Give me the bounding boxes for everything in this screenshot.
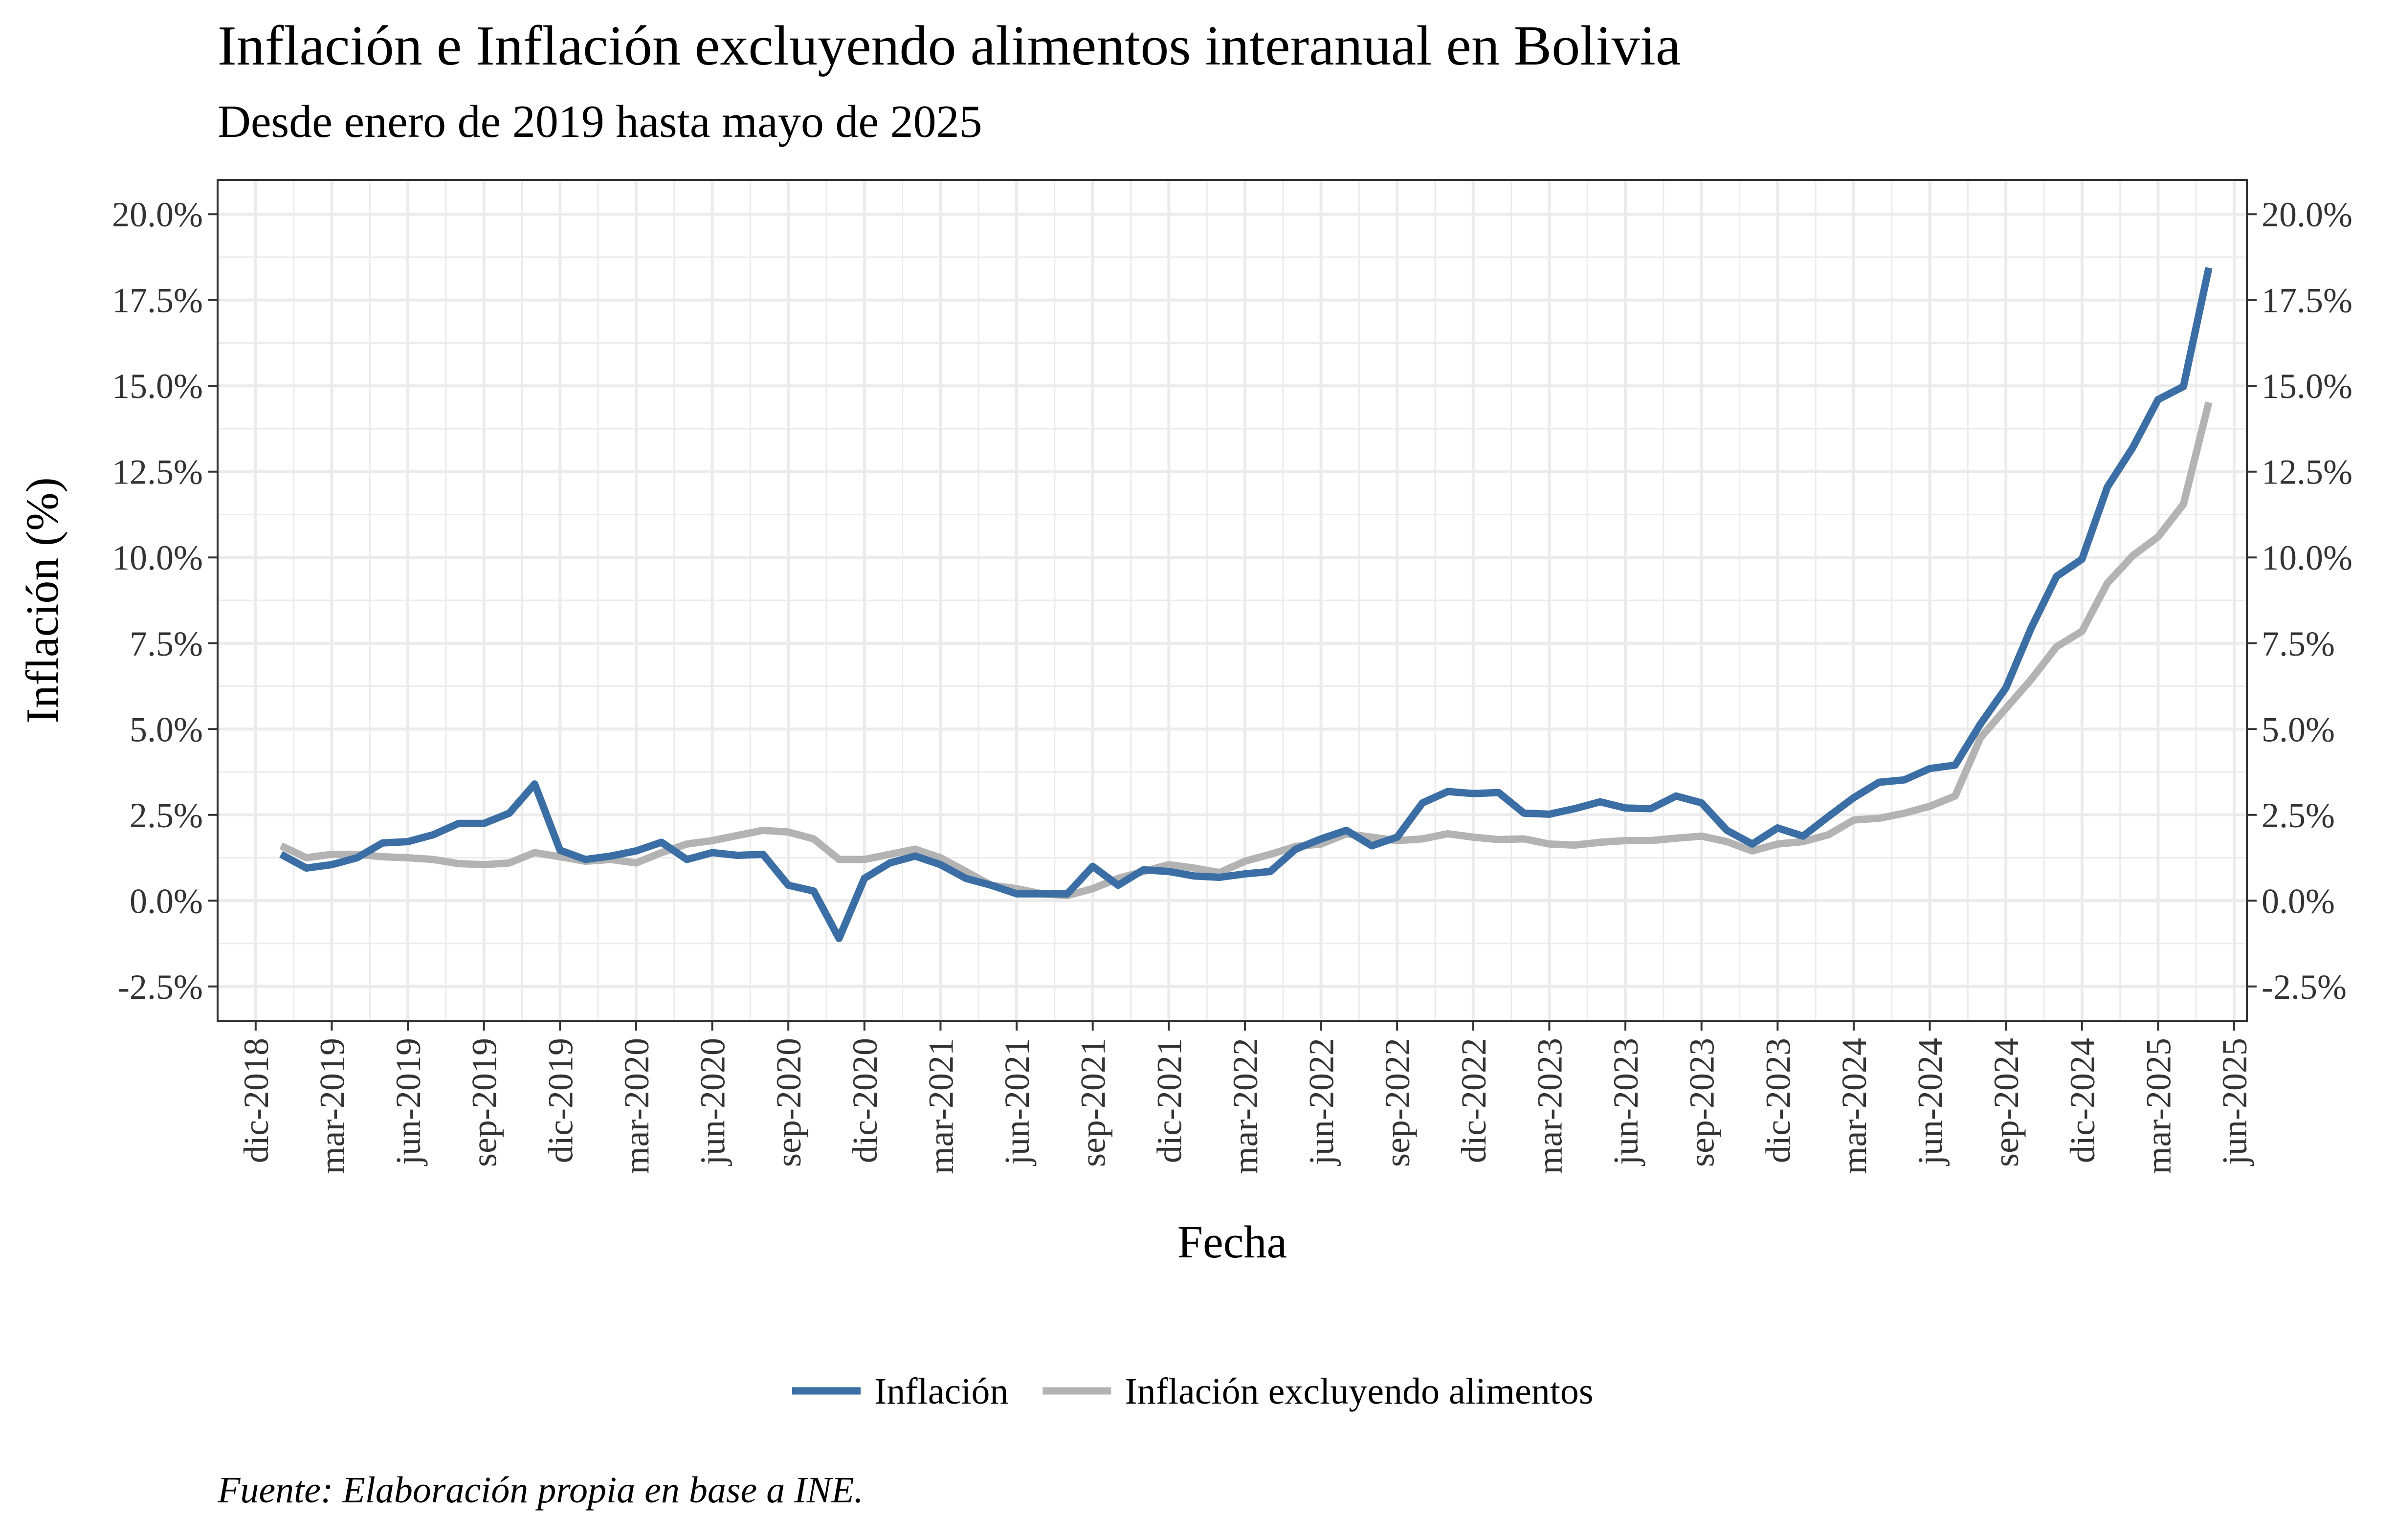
x-axis-title: Fecha xyxy=(1177,1217,1287,1268)
chart-title: Inflación e Inflación excluyendo aliment… xyxy=(218,15,1681,77)
y-tick-label-right: 10.0% xyxy=(2262,538,2352,577)
y-axis-title: Inflación (%) xyxy=(17,477,68,724)
x-tick-label: dic-2023 xyxy=(1758,1038,1797,1163)
x-tick-label: dic-2019 xyxy=(541,1038,580,1163)
y-tick-label: 5.0% xyxy=(130,710,203,749)
x-tick-label: mar-2024 xyxy=(1835,1038,1874,1174)
y-tick-label: -2.5% xyxy=(118,968,203,1007)
x-tick-label: dic-2022 xyxy=(1454,1038,1493,1163)
y-tick-label-right: 12.5% xyxy=(2262,453,2352,492)
x-tick-label: mar-2021 xyxy=(921,1038,960,1174)
x-tick-label: dic-2018 xyxy=(237,1038,276,1163)
y-tick-label-right: 15.0% xyxy=(2262,367,2352,406)
x-tick-label: sep-2021 xyxy=(1074,1038,1113,1167)
y-tick-label-right: 5.0% xyxy=(2262,710,2335,749)
y-tick-label-right: 7.5% xyxy=(2262,624,2335,663)
x-axis: dic-2018 mar-2019 jun-2019 sep-2019 dic-2019… xyxy=(237,1021,2254,1174)
legend-label-inflacion-excluyendo-alimentos: Inflación excluyendo alimentos xyxy=(1125,1371,1593,1412)
y-tick-label-right: 2.5% xyxy=(2262,796,2335,835)
y-tick-label-right: 20.0% xyxy=(2262,195,2352,234)
x-tick-label: sep-2024 xyxy=(1987,1038,2026,1167)
y-tick-label: 2.5% xyxy=(130,796,203,835)
x-tick-label: mar-2023 xyxy=(1530,1038,1569,1174)
chart-caption: Fuente: Elaboración propia en base a INE… xyxy=(218,1470,864,1511)
x-tick-label: jun-2022 xyxy=(1302,1038,1341,1166)
x-tick-label: sep-2019 xyxy=(465,1038,504,1167)
x-tick-label: mar-2019 xyxy=(312,1038,352,1174)
series-line-inflacion xyxy=(279,267,2213,942)
x-tick-label: mar-2025 xyxy=(2139,1038,2178,1174)
y-axis-right: -2.5% 0.0% 2.5% 5.0% 7.5% 10.0% 12.5% 15.0% 17.5… xyxy=(2247,195,2352,1007)
x-tick-label: jun-2023 xyxy=(1606,1038,1645,1166)
y-tick-label: 17.5% xyxy=(112,281,203,320)
x-tick-label: jun-2025 xyxy=(2215,1038,2254,1166)
y-tick-label: 12.5% xyxy=(112,453,203,492)
x-tick-label: sep-2022 xyxy=(1378,1038,1417,1167)
x-tick-label: jun-2024 xyxy=(1911,1038,1950,1166)
y-tick-label: 20.0% xyxy=(112,195,203,234)
x-tick-label: dic-2024 xyxy=(2063,1038,2102,1163)
x-tick-label: dic-2020 xyxy=(845,1038,885,1163)
y-tick-label: 15.0% xyxy=(112,367,203,406)
legend-label-inflacion: Inflación xyxy=(874,1371,1008,1412)
y-axis-left: -2.5% 0.0% 2.5% 5.0% 7.5% 10.0% 12.5% 15.0% 17.5… xyxy=(112,195,218,1007)
x-tick-label: sep-2020 xyxy=(769,1038,808,1167)
y-tick-label-right: -2.5% xyxy=(2262,968,2347,1007)
legend: Inflación Inflación excluyendo alimentos xyxy=(792,1371,1593,1412)
x-tick-label: mar-2022 xyxy=(1226,1038,1265,1174)
chart-subtitle: Desde enero de 2019 hasta mayo de 2025 xyxy=(218,96,982,147)
y-tick-label: 0.0% xyxy=(130,881,203,921)
x-tick-label: jun-2021 xyxy=(998,1038,1037,1166)
y-tick-label-right: 0.0% xyxy=(2262,881,2335,921)
grid-major xyxy=(218,180,2247,1021)
x-tick-label: jun-2020 xyxy=(693,1038,732,1166)
y-tick-label: 7.5% xyxy=(130,624,203,663)
x-tick-label: jun-2019 xyxy=(389,1038,428,1166)
grid-minor xyxy=(218,180,2247,1021)
panel-border xyxy=(217,179,2248,1022)
x-tick-label: sep-2023 xyxy=(1683,1038,1722,1167)
x-tick-label: mar-2020 xyxy=(617,1038,656,1174)
x-tick-label: dic-2021 xyxy=(1150,1038,1189,1163)
y-tick-label: 10.0% xyxy=(112,538,203,577)
series-layer xyxy=(279,267,2213,942)
y-tick-label-right: 17.5% xyxy=(2262,281,2352,320)
